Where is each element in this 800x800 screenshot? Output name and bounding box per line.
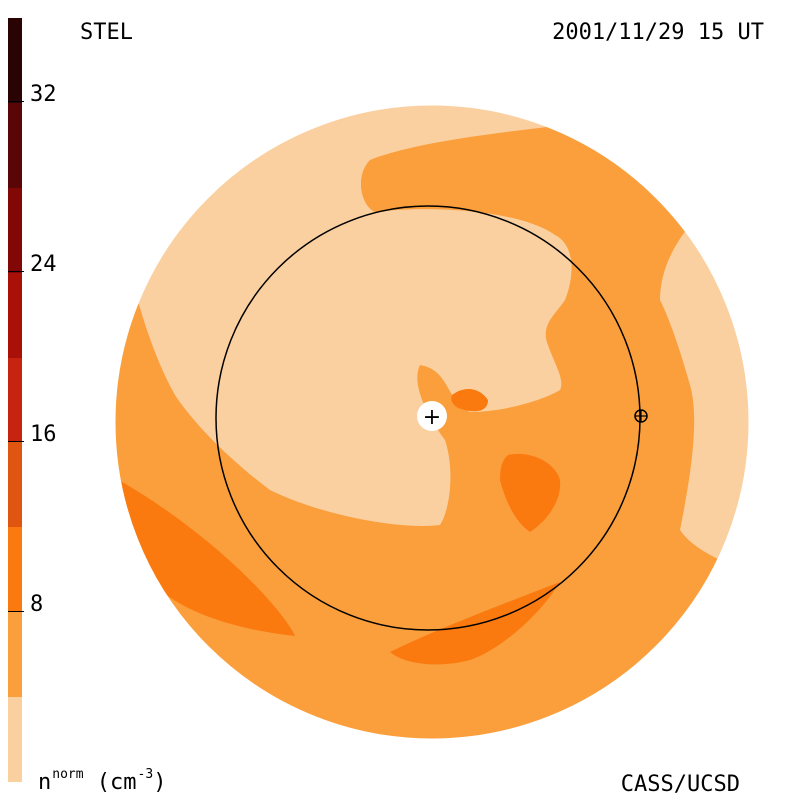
sun-symbol: +: [423, 405, 441, 430]
color-scale-band: [8, 272, 22, 359]
credit-label: CASS/UCSD: [620, 772, 740, 797]
density-low-region: [115, 105, 749, 526]
density-high-patch-south: [390, 582, 560, 665]
density-high-patch-west: [115, 470, 295, 636]
earth-marker-icon: [634, 409, 648, 423]
density-high-patch-center: [500, 453, 561, 532]
tick-label-24: 24: [30, 252, 57, 277]
tick-8: [8, 611, 24, 612]
color-scale-band: [8, 442, 22, 528]
units-label: nnorm (cm-3): [38, 767, 167, 795]
color-scale-band: [8, 357, 22, 443]
color-scale-band: [8, 612, 22, 698]
disk-edge: [114, 104, 750, 740]
tick-label-8: 8: [30, 592, 44, 617]
color-scale-band: [8, 18, 22, 104]
tick-16: [8, 441, 24, 442]
sun-marker: [417, 401, 447, 431]
color-scale-band: [8, 697, 22, 783]
color-scale-bar: [8, 18, 22, 783]
color-scale-band: [8, 102, 22, 189]
tick-32: [8, 101, 24, 102]
earth-orbit-circle: [215, 205, 641, 631]
tick-label-32: 32: [30, 82, 57, 107]
density-high-patch-near-sun: [451, 388, 488, 412]
source-label: STEL: [80, 20, 133, 45]
tick-24: [8, 271, 24, 272]
color-scale-band: [8, 187, 22, 274]
color-scale-band: [8, 527, 22, 613]
tick-label-16: 16: [30, 422, 57, 447]
timestamp-label: 2001/11/29 15 UT: [552, 20, 764, 45]
